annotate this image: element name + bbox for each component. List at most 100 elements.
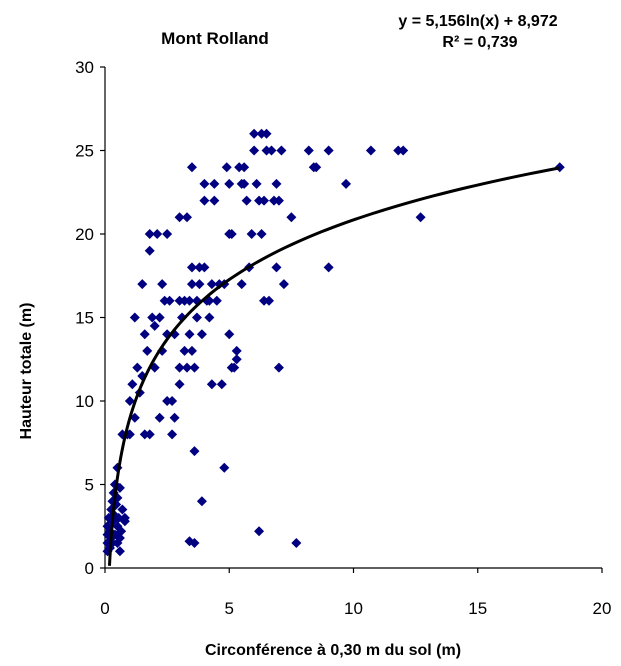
- data-point: [278, 279, 289, 290]
- data-point: [415, 212, 426, 223]
- data-point: [224, 329, 235, 340]
- data-point: [117, 504, 128, 515]
- data-point: [224, 178, 235, 189]
- data-point: [179, 345, 190, 356]
- chart-title: Mont Rolland: [161, 29, 269, 48]
- data-point: [169, 412, 180, 423]
- data-point: [129, 312, 140, 323]
- y-tick-label: 20: [75, 225, 94, 244]
- data-point: [211, 295, 222, 306]
- data-point: [199, 178, 210, 189]
- data-point: [323, 145, 334, 156]
- data-point: [116, 526, 127, 537]
- data-point: [112, 537, 123, 548]
- data-point: [184, 536, 195, 547]
- data-point: [246, 229, 257, 239]
- data-point: [271, 262, 282, 273]
- data-point: [303, 145, 314, 156]
- data-point: [174, 212, 185, 223]
- data-point: [254, 526, 265, 537]
- data-point: [273, 362, 284, 373]
- r-squared-label: R² = 0,739: [442, 34, 517, 51]
- y-tick-label: 25: [75, 142, 94, 161]
- data-point: [221, 162, 232, 173]
- y-tick-label: 0: [85, 559, 94, 578]
- data-point: [271, 178, 282, 189]
- data-point: [144, 245, 155, 256]
- data-point: [216, 379, 227, 390]
- data-point: [124, 429, 135, 440]
- data-point: [341, 178, 352, 189]
- data-point: [261, 128, 272, 139]
- data-point: [196, 329, 207, 340]
- data-point: [129, 412, 140, 423]
- data-point: [199, 195, 210, 206]
- x-axis-label: Circonférence à 0,30 m du sol (m): [205, 642, 461, 659]
- data-point: [167, 396, 178, 406]
- data-point: [186, 345, 197, 356]
- y-tick-label: 5: [85, 476, 94, 495]
- data-point: [249, 128, 260, 139]
- x-tick-label: 5: [225, 599, 234, 618]
- data-point: [249, 145, 260, 156]
- x-tick-label: 10: [344, 599, 363, 618]
- data-point: [206, 279, 217, 290]
- data-point: [182, 362, 193, 373]
- data-point: [323, 262, 334, 273]
- data-point: [174, 362, 185, 373]
- data-point: [259, 195, 270, 206]
- data-point: [132, 362, 143, 373]
- data-point: [311, 162, 322, 173]
- data-point: [137, 279, 148, 290]
- data-point: [219, 462, 230, 473]
- data-point: [204, 312, 215, 323]
- data-point: [182, 212, 193, 223]
- data-point: [231, 345, 242, 356]
- data-point: [147, 312, 158, 323]
- y-tick-label: 15: [75, 309, 94, 328]
- data-point: [209, 178, 220, 189]
- data-point: [273, 195, 284, 206]
- log-trendline: [107, 166, 561, 566]
- data-point: [206, 379, 217, 390]
- data-point: [229, 362, 240, 373]
- data-point: [174, 379, 185, 390]
- data-point: [124, 396, 135, 406]
- data-point: [291, 537, 302, 548]
- data-point: [398, 145, 409, 156]
- data-point: [194, 279, 205, 290]
- data-point: [114, 546, 125, 557]
- data-point: [239, 178, 250, 189]
- data-point: [231, 354, 242, 365]
- data-point: [239, 162, 250, 173]
- data-point: [144, 229, 155, 239]
- trendline-equation: y = 5,156ln(x) + 8,972: [398, 13, 557, 30]
- data-point: [191, 312, 202, 323]
- data-point: [139, 329, 150, 340]
- data-point: [184, 329, 195, 340]
- y-axis-label: Hauteur totale (m): [18, 303, 35, 440]
- data-point: [149, 320, 160, 331]
- data-point: [167, 429, 178, 440]
- data-point: [189, 362, 200, 373]
- data-point: [157, 279, 168, 290]
- data-point: [196, 496, 207, 507]
- data-point: [266, 145, 277, 156]
- data-point: [164, 295, 175, 306]
- data-point: [199, 262, 210, 273]
- data-point: [154, 312, 165, 323]
- plot-area: 0 5 10 15 20 25 30 0 5 10 15 20: [75, 58, 611, 618]
- data-point: [209, 195, 220, 206]
- data-point: [286, 212, 297, 223]
- y-tick-label: 10: [75, 392, 94, 411]
- data-point: [276, 145, 287, 156]
- data-point: [226, 229, 237, 239]
- data-point: [186, 279, 197, 290]
- x-tick-label: 20: [593, 599, 612, 618]
- data-point: [127, 379, 138, 390]
- data-point: [142, 345, 153, 356]
- data-point: [152, 229, 163, 239]
- data-point: [154, 412, 165, 423]
- data-point: [241, 195, 252, 206]
